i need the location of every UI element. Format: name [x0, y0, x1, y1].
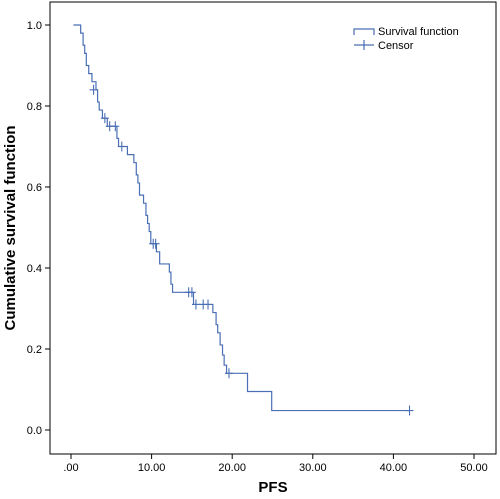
- y-axis-title: Cumulative survival function: [2, 125, 19, 330]
- series-layer: [73, 24, 410, 412]
- legend-label-censor: Censor: [378, 40, 414, 52]
- x-tick-label: 10.00: [138, 462, 166, 474]
- censor-marker: [89, 84, 98, 95]
- survival-function-line: [73, 24, 410, 412]
- y-tick-label: 0.2: [27, 344, 42, 356]
- y-tick-label: 0.0: [27, 425, 42, 437]
- y-tick-label: 0.8: [27, 101, 42, 113]
- censor-marker: [187, 287, 196, 298]
- legend-censor-icon: [354, 40, 374, 50]
- censor-marker: [405, 405, 414, 416]
- censor-marker: [151, 238, 160, 249]
- censor-marker: [117, 141, 126, 152]
- y-tick-label: 0.4: [27, 263, 42, 275]
- censor-marker: [191, 299, 200, 310]
- plot-frame: [49, 1, 497, 455]
- y-tick-label: 1.0: [27, 20, 42, 32]
- legend-item-censor: Censor: [354, 40, 414, 52]
- y-axis: 0.0 0.2 0.4 0.6 0.8 1.0: [27, 20, 50, 437]
- y-tick-label: 0.6: [27, 182, 42, 194]
- x-tick-label: 40.00: [380, 462, 408, 474]
- x-tick-label: 20.00: [218, 462, 246, 474]
- x-tick-label: 50.00: [460, 462, 488, 474]
- censor-marker: [224, 368, 233, 379]
- x-axis-title: PFS: [258, 479, 287, 496]
- legend: Survival function Censor: [353, 26, 459, 52]
- legend-label-survival: Survival function: [378, 26, 459, 38]
- censor-marker: [100, 113, 109, 124]
- legend-item-survival: Survival function: [353, 26, 459, 38]
- x-tick-label: 30.00: [299, 462, 327, 474]
- censor-marker: [111, 121, 120, 132]
- censor-marker: [204, 299, 213, 310]
- x-axis: .00 10.00 20.00 30.00 40.00 50.00: [63, 454, 488, 474]
- x-tick-label: .00: [63, 462, 78, 474]
- censor-markers: [89, 84, 414, 416]
- legend-step-icon: [353, 28, 375, 35]
